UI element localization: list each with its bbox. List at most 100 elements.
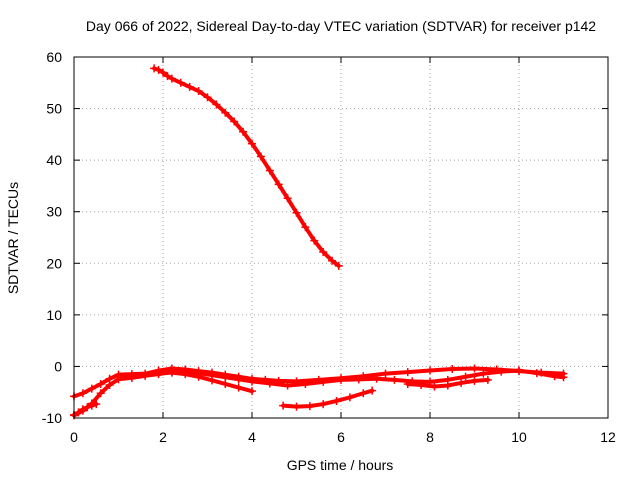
data-point — [403, 368, 412, 377]
data-point — [426, 366, 434, 375]
y-tick-label: 60 — [46, 49, 62, 65]
data-point — [332, 396, 341, 405]
data-point — [221, 373, 230, 382]
data-point — [230, 117, 239, 126]
data-point — [470, 364, 479, 373]
data-point — [559, 373, 568, 382]
data-point — [105, 380, 114, 389]
grid — [74, 57, 608, 418]
data-point — [274, 180, 283, 189]
data-point — [283, 194, 292, 203]
data-point — [368, 386, 377, 395]
data-point — [292, 208, 301, 217]
data-point — [483, 375, 492, 384]
data-point — [96, 379, 105, 388]
data-point — [283, 381, 292, 390]
data-point — [207, 376, 216, 385]
x-axis-title: GPS time / hours — [287, 457, 394, 473]
data-point — [430, 382, 439, 391]
y-axis-title: SDTVAR / TECUs — [5, 182, 21, 294]
data-point — [221, 379, 230, 388]
series-baseline-track-c — [114, 368, 256, 396]
data-point — [194, 372, 203, 381]
data-point — [390, 375, 399, 384]
data-point — [381, 369, 390, 378]
data-point — [256, 152, 265, 161]
data-point — [185, 82, 194, 91]
y-tick-label: 10 — [46, 307, 62, 323]
data-point — [443, 381, 452, 390]
data-point — [234, 383, 243, 392]
data-point — [234, 375, 243, 384]
data-point — [292, 402, 301, 411]
data-point — [448, 365, 457, 374]
data-point — [301, 223, 310, 232]
data-point — [310, 236, 319, 245]
y-tick-label: 30 — [46, 204, 62, 220]
data-point — [457, 378, 466, 387]
data-point — [265, 166, 274, 175]
data-point — [319, 377, 328, 386]
x-tick-label: 0 — [70, 429, 78, 445]
x-tick-label: 4 — [248, 429, 256, 445]
data-point — [354, 375, 363, 384]
data-point — [203, 93, 212, 102]
data-point — [167, 74, 176, 83]
data-point — [78, 405, 87, 414]
data-point — [319, 400, 328, 409]
data-point — [239, 127, 248, 136]
data-point — [319, 247, 328, 256]
data-point — [150, 64, 159, 73]
data-point — [479, 369, 488, 378]
chart-title: Day 066 of 2022, Sidereal Day-to-day VTE… — [86, 18, 596, 34]
ticks: 0 2 4 6 8 10 12 -10 0 10 20 30 40 50 60 — [42, 49, 616, 445]
x-tick-label: 2 — [159, 429, 167, 445]
data-point — [74, 408, 83, 417]
data-point — [372, 374, 381, 383]
x-tick-label: 8 — [426, 429, 434, 445]
data-point — [127, 373, 136, 382]
series-line — [152, 66, 341, 268]
data-point — [92, 400, 101, 409]
data-point — [550, 372, 559, 381]
data-point — [248, 377, 256, 386]
data-point — [265, 379, 274, 388]
x-tick-label: 10 — [511, 429, 527, 445]
data-point — [96, 389, 105, 398]
data-point — [154, 65, 163, 74]
data-point — [248, 387, 256, 396]
data-point — [359, 389, 368, 398]
y-tick-label: 50 — [46, 101, 62, 117]
x-tick-label: 12 — [600, 429, 616, 445]
data-point — [345, 393, 354, 402]
data-point — [87, 401, 96, 410]
series-descending-track — [150, 64, 343, 270]
x-tick-label: 6 — [337, 429, 345, 445]
data-point — [141, 371, 150, 380]
data-point — [181, 370, 190, 379]
data-point — [461, 372, 470, 381]
data-point — [154, 369, 163, 378]
data-point — [176, 78, 185, 87]
data-point — [305, 402, 314, 411]
data-point — [114, 372, 123, 381]
data-point — [497, 367, 506, 376]
data-point — [194, 87, 203, 96]
data-point — [337, 375, 345, 384]
data-point — [532, 369, 541, 378]
y-tick-label: 20 — [46, 255, 62, 271]
data-point — [334, 261, 343, 270]
data-point — [328, 256, 337, 265]
y-tick-label: 0 — [54, 358, 62, 374]
data-point — [403, 379, 412, 388]
y-tick-label: 40 — [46, 152, 62, 168]
data-point — [159, 68, 167, 77]
data-point — [301, 379, 310, 388]
data-point — [470, 376, 479, 385]
data-point — [78, 389, 87, 398]
data-point — [515, 366, 523, 375]
data-point — [167, 368, 176, 377]
data-point — [221, 108, 230, 117]
data-point — [417, 380, 426, 389]
